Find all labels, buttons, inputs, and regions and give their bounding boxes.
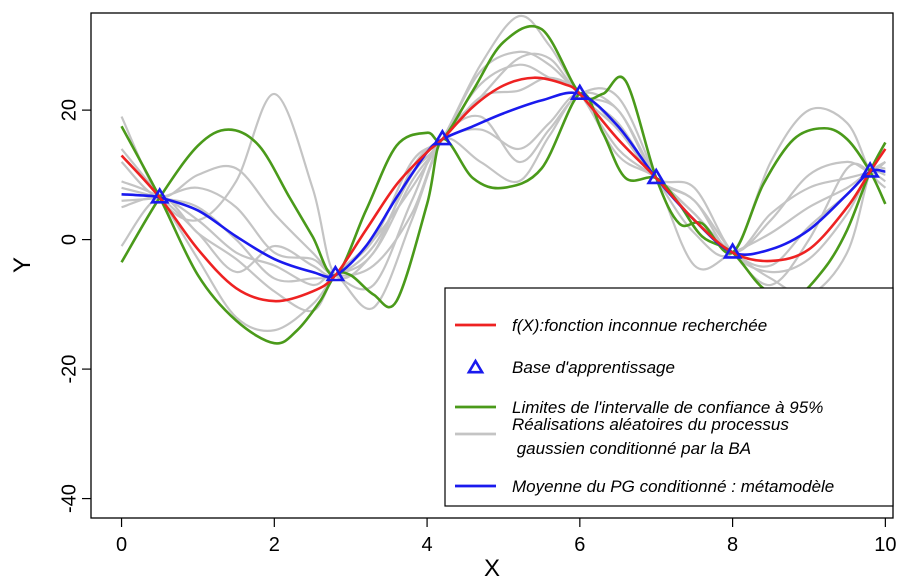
y-axis: -40 -20 0 20 [58,99,91,513]
x-tick-label: 0 [116,534,127,556]
legend-label: Moyenne du PG conditionné : métamodèle [512,477,834,496]
x-axis-title: X [484,555,500,582]
mean-curve-group [121,91,886,279]
training-point [722,242,743,259]
realization-line-8 [121,50,886,287]
legend-label: Base d'apprentissage [512,358,675,377]
y-tick-label: 20 [58,99,80,121]
training-point [325,264,346,282]
true-function-line [120,76,887,303]
x-tick-label: 6 [574,534,585,556]
y-tick-label: -20 [58,355,80,384]
x-tick-label: 10 [874,534,896,556]
legend-label-line2: gaussien conditionné par la BA [512,439,751,458]
legend-box [444,287,894,507]
realization-line-5 [121,92,886,283]
realization-line-6 [120,76,887,332]
training-point [646,167,667,185]
y-tick-label: 0 [58,234,80,245]
training-points-group [149,83,880,282]
training-point [569,83,590,100]
y-tick-label: -40 [58,484,80,513]
x-tick-label: 4 [422,534,433,556]
confidence-upper-line [120,24,887,277]
plot-frame [90,12,894,519]
training-point [432,128,453,146]
legend-label: Réalisations aléatoires du processus [512,415,789,434]
y-axis-title: Y [9,257,36,273]
training-point [860,161,880,178]
legend-label: Limites de l'intervalle de confiance à 9… [512,398,823,417]
legend-items: f(X):fonction inconnue recherchée Base d'… [455,316,834,496]
training-point [149,186,170,204]
legend-label: f(X):fonction inconnue recherchée [512,316,767,335]
realizations-group [120,14,887,332]
realization-line-1 [120,14,886,280]
legend: f(X):fonction inconnue recherchée Base d'… [444,287,894,507]
realization-line-4 [121,52,887,311]
mean-line [121,91,886,279]
x-axis: 0 2 4 6 8 10 [116,518,896,556]
x-tick-label: 2 [269,534,280,556]
realization-line-3 [120,91,886,291]
true-function-group [120,76,887,303]
x-tick-label: 8 [727,534,738,556]
legend-symbol-triangle [466,358,485,374]
